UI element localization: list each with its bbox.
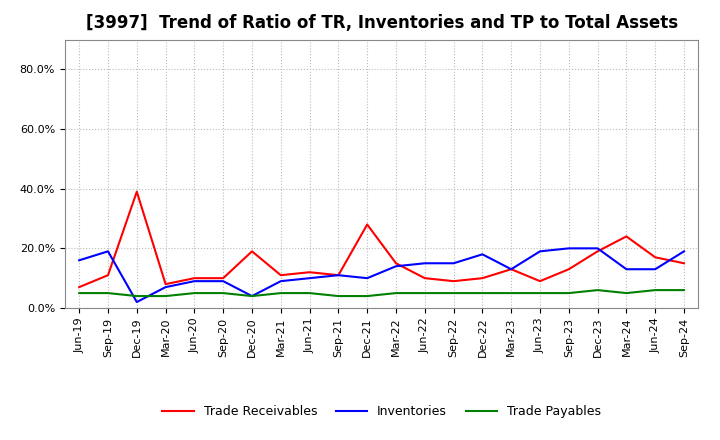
Trade Receivables <box>132 189 141 194</box>
Inventories <box>305 275 314 281</box>
Trade Payables <box>593 287 602 293</box>
Trade Payables <box>622 290 631 296</box>
Inventories <box>219 279 228 284</box>
Trade Receivables <box>276 272 285 278</box>
Line: Inventories: Inventories <box>79 248 684 302</box>
Trade Payables <box>276 290 285 296</box>
Inventories <box>75 258 84 263</box>
Legend: Trade Receivables, Inventories, Trade Payables: Trade Receivables, Inventories, Trade Pa… <box>157 400 606 423</box>
Trade Payables <box>478 290 487 296</box>
Trade Payables <box>680 287 688 293</box>
Trade Receivables <box>219 275 228 281</box>
Inventories <box>392 264 400 269</box>
Inventories <box>161 285 170 290</box>
Trade Payables <box>363 293 372 299</box>
Trade Receivables <box>305 270 314 275</box>
Trade Payables <box>651 287 660 293</box>
Trade Receivables <box>392 260 400 266</box>
Inventories <box>449 260 458 266</box>
Trade Payables <box>305 290 314 296</box>
Trade Receivables <box>478 275 487 281</box>
Inventories <box>132 299 141 304</box>
Inventories <box>680 249 688 254</box>
Line: Trade Receivables: Trade Receivables <box>79 192 684 287</box>
Trade Payables <box>392 290 400 296</box>
Trade Receivables <box>622 234 631 239</box>
Trade Receivables <box>248 249 256 254</box>
Trade Receivables <box>420 275 429 281</box>
Trade Receivables <box>363 222 372 227</box>
Trade Payables <box>219 290 228 296</box>
Trade Payables <box>564 290 573 296</box>
Trade Payables <box>334 293 343 299</box>
Inventories <box>190 279 199 284</box>
Title: [3997]  Trend of Ratio of TR, Inventories and TP to Total Assets: [3997] Trend of Ratio of TR, Inventories… <box>86 15 678 33</box>
Inventories <box>622 267 631 272</box>
Trade Payables <box>161 293 170 299</box>
Trade Receivables <box>334 272 343 278</box>
Inventories <box>420 260 429 266</box>
Inventories <box>507 267 516 272</box>
Inventories <box>478 252 487 257</box>
Trade Receivables <box>75 285 84 290</box>
Trade Payables <box>190 290 199 296</box>
Inventories <box>334 272 343 278</box>
Trade Payables <box>132 293 141 299</box>
Trade Receivables <box>161 282 170 287</box>
Trade Receivables <box>593 249 602 254</box>
Trade Payables <box>536 290 544 296</box>
Inventories <box>593 246 602 251</box>
Line: Trade Payables: Trade Payables <box>79 290 684 296</box>
Trade Receivables <box>507 267 516 272</box>
Trade Payables <box>449 290 458 296</box>
Trade Payables <box>75 290 84 296</box>
Trade Receivables <box>680 260 688 266</box>
Inventories <box>564 246 573 251</box>
Trade Receivables <box>104 272 112 278</box>
Trade Receivables <box>564 267 573 272</box>
Inventories <box>248 293 256 299</box>
Inventories <box>651 267 660 272</box>
Trade Receivables <box>651 255 660 260</box>
Trade Receivables <box>449 279 458 284</box>
Trade Receivables <box>190 275 199 281</box>
Inventories <box>104 249 112 254</box>
Inventories <box>536 249 544 254</box>
Trade Payables <box>248 293 256 299</box>
Inventories <box>363 275 372 281</box>
Trade Payables <box>420 290 429 296</box>
Trade Receivables <box>536 279 544 284</box>
Trade Payables <box>507 290 516 296</box>
Trade Payables <box>104 290 112 296</box>
Inventories <box>276 279 285 284</box>
